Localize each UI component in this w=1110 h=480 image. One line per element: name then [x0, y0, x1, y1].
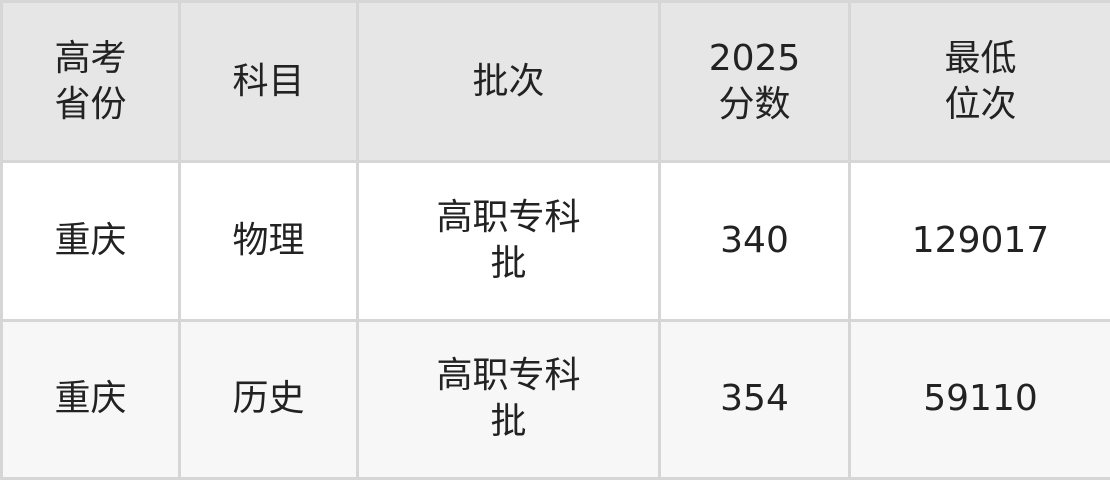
cell-min-rank: 129017 [848, 160, 1110, 322]
table-row: 重庆 历史 高职专科 批 354 59110 [0, 318, 1110, 480]
cell-subject: 历史 [178, 318, 359, 480]
cell-min-rank: 59110 [848, 318, 1110, 480]
cell-score: 340 [658, 160, 851, 322]
cell-subject: 物理 [178, 160, 359, 322]
cell-province: 重庆 [0, 160, 181, 322]
cell-batch: 高职专科 批 [356, 318, 661, 480]
table-row: 重庆 物理 高职专科 批 340 129017 [0, 160, 1110, 322]
cell-province: 重庆 [0, 318, 181, 480]
header-row: 高考 省份 科目 批次 2025 分数 最低 位次 [0, 0, 1110, 163]
header-batch: 批次 [356, 0, 661, 163]
header-min-rank: 最低 位次 [848, 0, 1110, 163]
header-subject: 科目 [178, 0, 359, 163]
header-province: 高考 省份 [0, 0, 181, 163]
cell-batch: 高职专科 批 [356, 160, 661, 322]
header-score: 2025 分数 [658, 0, 851, 163]
cell-score: 354 [658, 318, 851, 480]
